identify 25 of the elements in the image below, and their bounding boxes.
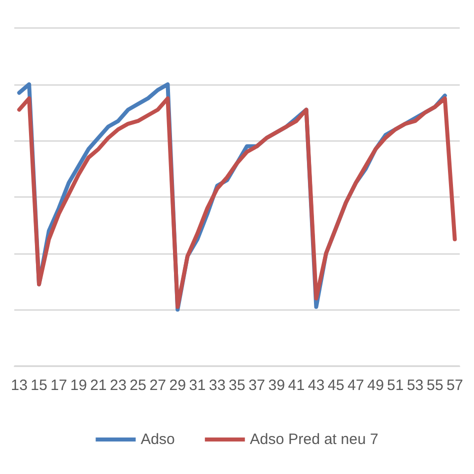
x-tick-label: 29	[169, 377, 186, 394]
x-tick-label: 13	[10, 377, 28, 394]
x-tick-label: 33	[208, 377, 226, 394]
x-tick-label: 23	[110, 377, 127, 394]
x-tick-label: 57	[446, 377, 464, 394]
legend-label: Adso Pred at neu 7	[250, 431, 378, 448]
x-tick-label: 17	[50, 377, 68, 394]
x-tick-label: 43	[308, 377, 325, 394]
legend-label: Adso	[140, 431, 175, 448]
x-tick-label: 25	[130, 377, 146, 394]
x-tick-label: 41	[288, 377, 305, 394]
x-tick-label: 55	[426, 377, 444, 394]
x-tick-label: 19	[70, 377, 87, 394]
x-tick-label: 31	[189, 377, 206, 394]
x-tick-label: 27	[149, 377, 166, 394]
x-tick-label: 53	[406, 377, 424, 394]
x-tick-label: 39	[268, 377, 285, 394]
x-tick-label: 21	[90, 377, 107, 394]
x-tick-label: 45	[328, 377, 344, 394]
x-tick-label: 35	[228, 377, 246, 394]
x-tick-label: 37	[248, 377, 266, 394]
x-tick-label: 49	[367, 377, 384, 394]
x-tick-label: 51	[387, 377, 404, 394]
x-tick-label: 47	[347, 377, 364, 394]
x-tick-label: 15	[30, 377, 48, 394]
